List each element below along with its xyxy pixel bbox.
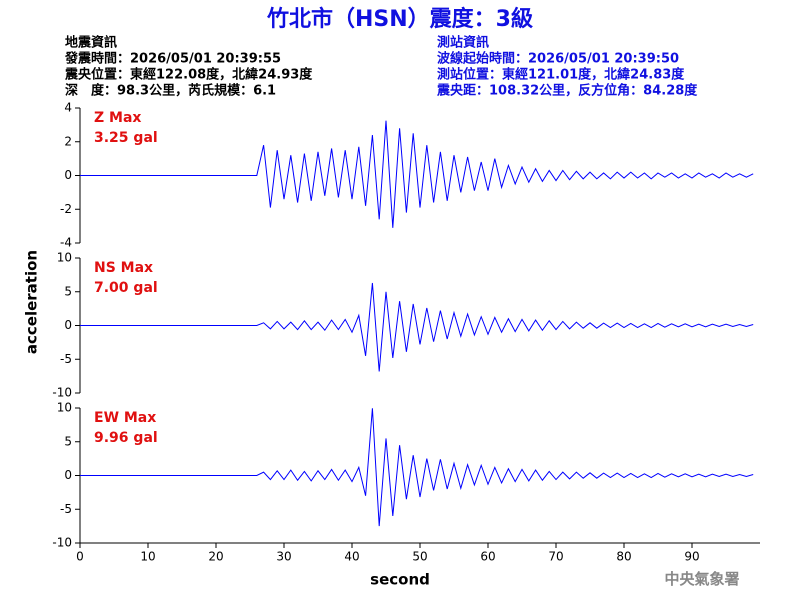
info-right-line: 測站位置：東經121.01度，北緯24.83度 [437,67,685,83]
component-label: EW Max [94,410,156,426]
waveform [80,282,754,372]
page-title: 竹北市（HSN）震度：3級 [266,6,533,32]
x-tick-label: 60 [480,550,495,564]
x-tick-label: 10 [140,550,155,564]
info-left-line: 發震時間：2026/05/01 20:39:55 [64,51,281,67]
x-tick-label: 0 [76,550,84,564]
y-tick-label: 10 [57,251,72,265]
y-tick-label: 10 [57,401,72,415]
footer-agency: 中央氣象署 [664,570,739,588]
y-tick-label: 4 [64,101,72,115]
component-label: NS Max [94,260,153,276]
y-tick-label: -5 [60,502,72,516]
info-left-line: 深 度：98.3公里，芮氏規模：6.1 [65,83,276,99]
info-left-line: 地震資訊 [65,35,117,51]
y-tick-label: -10 [52,536,72,550]
x-tick-label: 50 [412,550,427,564]
x-tick-label: 20 [208,550,223,564]
max-label: 7.00 gal [94,280,158,296]
y-axis-label: acceleration [23,250,41,354]
waveform [80,120,754,228]
max-label: 3.25 gal [94,130,158,146]
component-label: Z Max [94,110,141,126]
x-tick-label: 90 [684,550,699,564]
y-tick-label: 0 [64,318,72,332]
y-tick-label: -4 [60,236,72,250]
x-tick-label: 40 [344,550,359,564]
y-tick-label: 5 [64,434,72,448]
y-tick-label: 0 [64,168,72,182]
x-tick-label: 80 [616,550,631,564]
x-axis-label: second [370,571,430,589]
waveform [80,408,754,527]
y-tick-label: -2 [60,202,72,216]
info-right-line: 震央距：108.32公里，反方位角：84.28度 [436,83,698,99]
y-tick-label: -10 [52,386,72,400]
x-tick-label: 70 [548,550,563,564]
y-tick-label: 5 [64,284,72,298]
y-tick-label: -5 [60,352,72,366]
x-tick-label: 30 [276,550,291,564]
info-left-line: 震央位置：東經122.08度，北緯24.93度 [64,67,313,83]
info-right-line: 波線起始時間：2026/05/01 20:39:50 [437,51,679,67]
y-tick-label: 2 [64,134,72,148]
info-right-line: 測站資訊 [437,35,489,51]
y-tick-label: 0 [64,468,72,482]
max-label: 9.96 gal [94,430,158,446]
